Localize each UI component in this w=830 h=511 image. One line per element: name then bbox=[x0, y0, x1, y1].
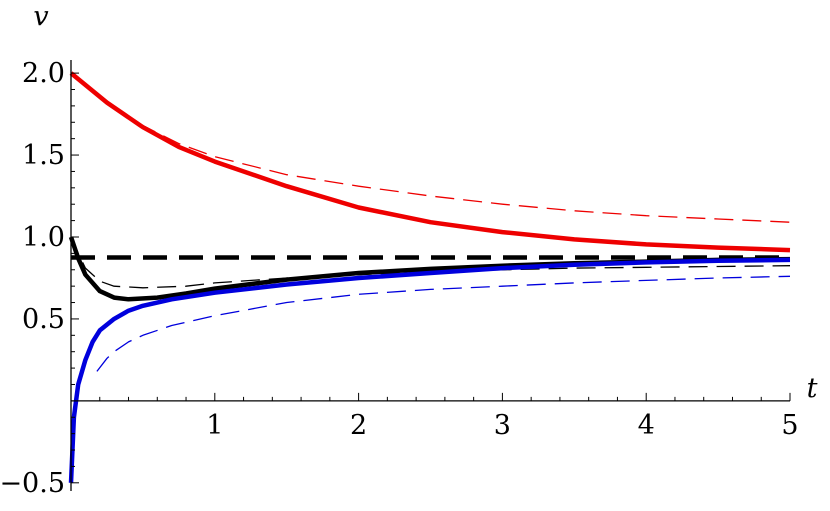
y-axis-label: v bbox=[33, 1, 48, 32]
y-tick-label: 0.5 bbox=[22, 304, 65, 335]
series-line-4 bbox=[70, 236, 791, 289]
axes-layer bbox=[70, 60, 790, 491]
series-line-2 bbox=[70, 72, 791, 223]
series-line-1 bbox=[69, 71, 791, 253]
y-tick-label: −0.5 bbox=[0, 468, 65, 499]
x-tick-label: 5 bbox=[781, 410, 798, 441]
y-tick-label: 2.0 bbox=[22, 58, 65, 89]
y-tick-label: 1.0 bbox=[22, 222, 65, 253]
x-tick-label: 3 bbox=[494, 410, 511, 441]
series-layer bbox=[68, 71, 791, 483]
x-axis-label: t bbox=[807, 373, 818, 404]
x-tick-label: 2 bbox=[350, 410, 367, 441]
x-tick-label: 1 bbox=[206, 410, 223, 441]
series-line-7 bbox=[96, 275, 791, 372]
x-tick-label: 4 bbox=[638, 410, 655, 441]
series-line-6 bbox=[68, 257, 791, 483]
y-tick-label: 1.5 bbox=[22, 140, 65, 171]
ticks-layer: 1 2 3 4 5 −0.5 0.5 1.0 1.5 2.0 bbox=[0, 58, 799, 499]
